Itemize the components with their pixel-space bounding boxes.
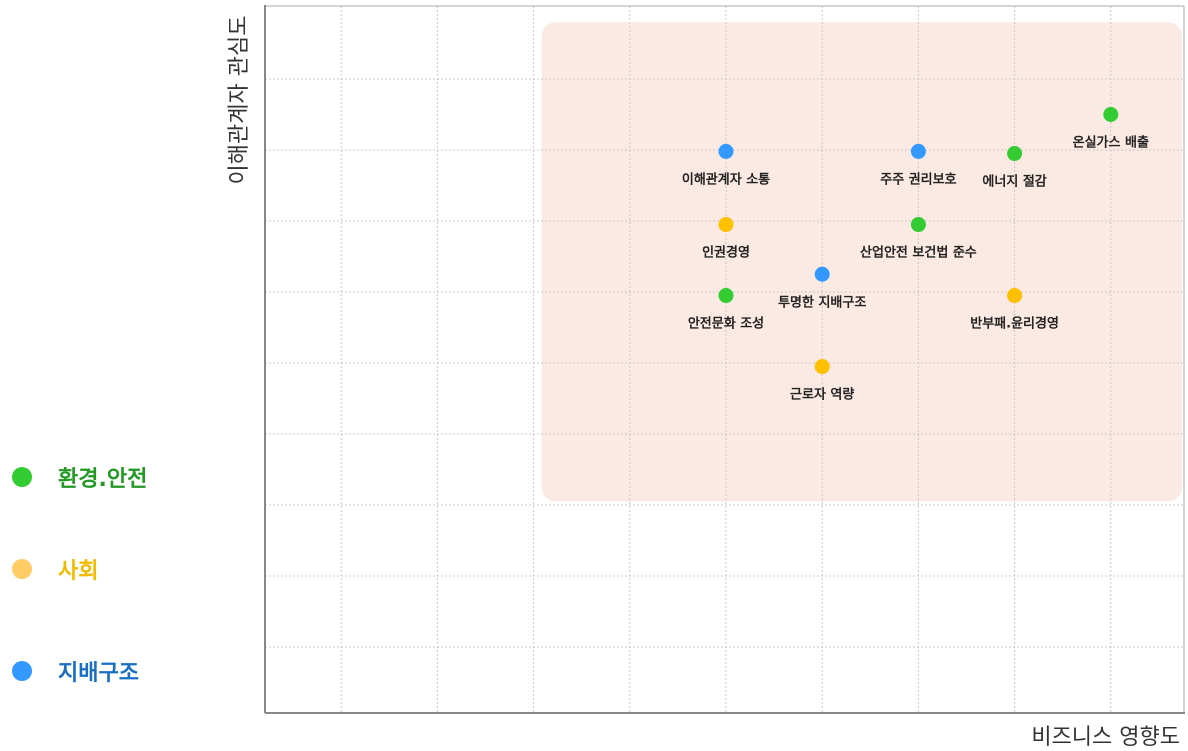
data-label: 안전문화 조성 <box>688 316 764 332</box>
legend-dot-icon <box>12 661 32 681</box>
data-point <box>1007 288 1023 304</box>
data-label: 투명한 지배구조 <box>778 294 866 310</box>
data-label: 주주 권리보호 <box>880 171 956 187</box>
data-point <box>814 359 830 375</box>
data-point <box>910 217 926 233</box>
legend-item-social: 사회 <box>12 554 98 584</box>
data-point <box>814 266 830 282</box>
data-point <box>1103 107 1119 122</box>
data-point <box>910 143 926 159</box>
legend-label: 환경.안전 <box>58 467 148 492</box>
highlight-region <box>541 22 1182 502</box>
plot-frame <box>264 5 1185 714</box>
legend-dot-icon <box>12 559 32 579</box>
legend-dot-icon <box>12 467 32 487</box>
highlight-area <box>541 22 1182 502</box>
legend-label: 지배구조 <box>58 661 139 686</box>
legend-item-environment: 환경.안전 <box>12 462 147 492</box>
y-axis-title: 이해관계자 관심도 <box>227 15 252 185</box>
legend-item-governance: 지배구조 <box>12 656 139 686</box>
grid-lines <box>265 6 1184 713</box>
x-axis-title: 비즈니스 영향도 <box>1031 725 1180 750</box>
data-point <box>718 143 734 159</box>
data-point <box>718 217 734 233</box>
data-label: 산업안전 보건법 준수 <box>860 245 977 261</box>
data-label: 인권경영 <box>702 245 750 261</box>
data-label: 온실가스 배출 <box>1073 135 1149 151</box>
data-points <box>718 107 1119 375</box>
data-label: 이해관계자 소통 <box>682 171 770 187</box>
data-point <box>718 288 734 304</box>
data-label: 반부패.윤리경영 <box>970 316 1059 332</box>
data-point <box>1007 146 1023 162</box>
legend-label: 사회 <box>58 559 99 584</box>
data-label: 근로자 역량 <box>790 387 854 403</box>
data-label: 에너지 절감 <box>982 174 1046 190</box>
